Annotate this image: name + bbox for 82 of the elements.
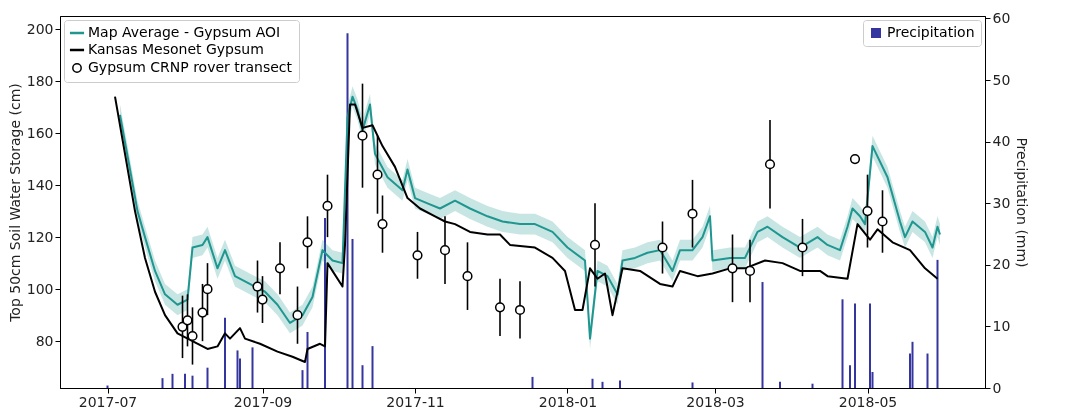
point xyxy=(849,154,861,165)
x-tick-label: 2017-07 xyxy=(78,393,138,410)
bar xyxy=(691,382,694,388)
bar xyxy=(619,380,621,388)
bar xyxy=(841,299,844,388)
x-tick-label: 2018-01 xyxy=(538,393,598,410)
y-tick-label: 120 xyxy=(26,228,54,245)
point xyxy=(292,310,303,321)
bar xyxy=(854,303,856,388)
y2-tick-label: 0 xyxy=(992,379,1002,396)
bar xyxy=(779,381,781,388)
point xyxy=(372,169,383,180)
x-tick-label: 2018-03 xyxy=(686,393,745,410)
bar xyxy=(251,347,254,388)
x-tick-label: 2018-05 xyxy=(838,393,898,410)
y2-axis-title: Precipitation (mm) xyxy=(1014,137,1031,268)
legend-label: Map Average - Gypsum AOI xyxy=(88,24,281,40)
x-tick-label: 2017-11 xyxy=(386,393,445,410)
point xyxy=(797,242,808,253)
point xyxy=(439,245,451,256)
y2-tick-label: 20 xyxy=(992,256,1011,273)
point xyxy=(589,239,601,250)
point xyxy=(657,242,668,253)
point xyxy=(274,263,286,274)
y-tick-label: 80 xyxy=(35,332,54,349)
point xyxy=(252,281,263,292)
y2-tick-label: 30 xyxy=(992,194,1011,211)
bar xyxy=(184,373,186,388)
point xyxy=(462,271,473,282)
bar xyxy=(361,365,364,388)
point xyxy=(187,330,198,342)
y2-tick-label: 50 xyxy=(992,71,1011,88)
point xyxy=(377,219,388,230)
y-tick-label: 200 xyxy=(26,20,54,37)
bar xyxy=(161,378,164,388)
point xyxy=(687,208,698,219)
bar xyxy=(591,378,594,388)
bar xyxy=(206,367,209,388)
bar xyxy=(761,282,764,388)
y-tick-label: 160 xyxy=(26,124,54,141)
bar xyxy=(301,370,304,388)
y2-tick-label: 10 xyxy=(992,317,1011,334)
y-axis-title: Top 50cm Soil Water Storage (cm) xyxy=(6,83,23,323)
point xyxy=(862,206,873,217)
legend-label: Gypsum CRNP rover transect xyxy=(88,59,293,75)
point xyxy=(257,294,268,305)
point xyxy=(744,265,756,277)
y-tick-label: 180 xyxy=(26,72,54,89)
x-tick-label: 2017-09 xyxy=(233,393,293,410)
point xyxy=(877,216,888,227)
point xyxy=(177,321,188,332)
bar xyxy=(306,331,309,388)
legend-label: Kansas Mesonet Gypsum xyxy=(88,41,264,57)
bar xyxy=(171,373,174,388)
y2-tick-label: 40 xyxy=(992,133,1011,150)
point xyxy=(514,304,526,316)
bar xyxy=(926,353,929,388)
y-tick-label: 100 xyxy=(26,280,54,297)
bar xyxy=(371,346,374,388)
bar xyxy=(236,350,239,388)
point xyxy=(727,263,738,274)
bar xyxy=(531,376,534,388)
point xyxy=(182,315,193,326)
bar xyxy=(936,259,939,388)
legend-label: Precipitation xyxy=(887,24,975,40)
point xyxy=(197,307,208,318)
point xyxy=(764,159,776,170)
point xyxy=(412,250,423,261)
y-tick-label: 140 xyxy=(26,176,54,193)
point xyxy=(357,130,368,141)
bar xyxy=(601,381,604,388)
point xyxy=(302,237,313,248)
point xyxy=(322,200,333,211)
point xyxy=(202,284,213,295)
bar xyxy=(911,341,914,388)
bar xyxy=(351,238,354,388)
bar xyxy=(849,365,851,388)
point xyxy=(494,302,506,313)
y2-tick-label: 60 xyxy=(992,9,1011,26)
bar xyxy=(869,303,871,388)
bar xyxy=(191,375,194,388)
bar xyxy=(224,317,226,388)
